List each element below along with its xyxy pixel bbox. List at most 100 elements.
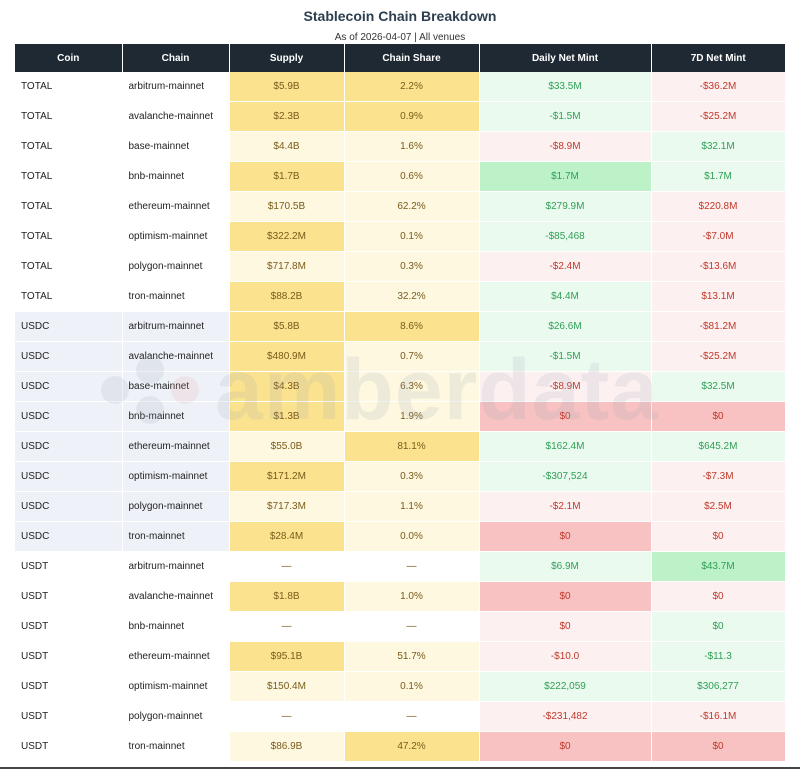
daily-net-mint-cell: $0 bbox=[479, 581, 652, 612]
chain-cell: optimism-mainnet bbox=[122, 221, 230, 252]
chain-cell: base-mainnet bbox=[122, 371, 230, 402]
column-header-7d-net-mint: 7D Net Mint bbox=[651, 44, 785, 72]
daily-net-mint-cell: $222,059 bbox=[479, 671, 652, 702]
chain-cell: tron-mainnet bbox=[122, 281, 230, 312]
table-row: USDT tron-mainnet $86.9B 47.2% $0 $0 bbox=[15, 731, 786, 762]
seven-day-net-mint-cell: $0 bbox=[651, 731, 786, 762]
chain-share-cell: 1.0% bbox=[344, 581, 480, 612]
daily-net-mint-cell: -$307,524 bbox=[479, 461, 652, 492]
coin-cell: USDC bbox=[15, 461, 123, 492]
table-row: TOTAL base-mainnet $4.4B 1.6% -$8.9M $32.1M bbox=[15, 131, 786, 162]
chain-cell: tron-mainnet bbox=[122, 521, 230, 552]
daily-net-mint-cell: $33.5M bbox=[479, 72, 652, 102]
coin-cell: TOTAL bbox=[15, 251, 123, 282]
seven-day-net-mint-cell: $32.1M bbox=[651, 131, 786, 162]
table-row: USDC base-mainnet $4.3B 6.3% -$8.9M $32.5M bbox=[15, 371, 786, 402]
seven-day-net-mint-cell: -$16.1M bbox=[651, 701, 786, 732]
chain-cell: bnb-mainnet bbox=[122, 401, 230, 432]
seven-day-net-mint-cell: $2.5M bbox=[651, 491, 786, 522]
supply-cell: $4.3B bbox=[229, 371, 345, 402]
coin-cell: TOTAL bbox=[15, 191, 123, 222]
table-row: USDC optimism-mainnet $171.2M 0.3% -$307,524… bbox=[15, 461, 786, 492]
table-row: USDC bnb-mainnet $1.3B 1.9% $0 $0 bbox=[15, 401, 786, 432]
table-row: TOTAL avalanche-mainnet $2.3B 0.9% -$1.5M -$2… bbox=[15, 101, 786, 132]
supply-cell: $480.9M bbox=[229, 341, 345, 372]
supply-cell: $170.5B bbox=[229, 191, 345, 222]
table-header: Coin Chain Supply Chain Share Daily Net … bbox=[15, 44, 785, 72]
coin-cell: USDT bbox=[15, 581, 123, 612]
supply-cell: $171.2M bbox=[229, 461, 345, 492]
coin-cell: USDC bbox=[15, 401, 123, 432]
table-row: USDT avalanche-mainnet $1.8B 1.0% $0 $0 bbox=[15, 581, 786, 612]
table-row: USDT bnb-mainnet — — $0 $0 bbox=[15, 611, 786, 642]
table-row: TOTAL ethereum-mainnet $170.5B 62.2% $279.9M… bbox=[15, 191, 786, 222]
daily-net-mint-cell: $0 bbox=[479, 521, 652, 552]
coin-cell: USDT bbox=[15, 701, 123, 732]
supply-cell: — bbox=[229, 701, 345, 732]
chain-cell: avalanche-mainnet bbox=[122, 101, 230, 132]
chain-cell: arbitrum-mainnet bbox=[122, 551, 230, 582]
chain-share-cell: 2.2% bbox=[344, 72, 480, 102]
coin-cell: USDC bbox=[15, 311, 123, 342]
coin-cell: USDC bbox=[15, 341, 123, 372]
chain-cell: bnb-mainnet bbox=[122, 611, 230, 642]
chain-cell: base-mainnet bbox=[122, 131, 230, 162]
supply-cell: $95.1B bbox=[229, 641, 345, 672]
chain-cell: avalanche-mainnet bbox=[122, 581, 230, 612]
table-row: USDT arbitrum-mainnet — — $6.9M $43.7M bbox=[15, 551, 786, 582]
supply-cell: $88.2B bbox=[229, 281, 345, 312]
chain-cell: ethereum-mainnet bbox=[122, 191, 230, 222]
table-row: USDC polygon-mainnet $717.3M 1.1% -$2.1M $2.5… bbox=[15, 491, 786, 522]
chain-cell: polygon-mainnet bbox=[122, 251, 230, 282]
chain-cell: arbitrum-mainnet bbox=[122, 311, 230, 342]
table-row: TOTAL polygon-mainnet $717.8M 0.3% -$2.4M -$1… bbox=[15, 251, 786, 282]
supply-cell: $150.4M bbox=[229, 671, 345, 702]
chain-share-cell: 81.1% bbox=[344, 431, 480, 462]
daily-net-mint-cell: $279.9M bbox=[479, 191, 652, 222]
chain-cell: ethereum-mainnet bbox=[122, 641, 230, 672]
table-row: USDT ethereum-mainnet $95.1B 51.7% -$10.0 -$1… bbox=[15, 641, 786, 672]
supply-cell: $717.3M bbox=[229, 491, 345, 522]
bottom-divider bbox=[0, 767, 800, 769]
daily-net-mint-cell: $0 bbox=[479, 611, 652, 642]
seven-day-net-mint-cell: -$81.2M bbox=[651, 311, 786, 342]
chain-cell: polygon-mainnet bbox=[122, 701, 230, 732]
column-header-chain: Chain bbox=[122, 44, 230, 72]
seven-day-net-mint-cell: $0 bbox=[651, 401, 786, 432]
seven-day-net-mint-cell: -$36.2M bbox=[651, 72, 786, 102]
chain-cell: optimism-mainnet bbox=[122, 671, 230, 702]
chain-share-cell: — bbox=[344, 701, 480, 732]
chain-share-cell: 0.1% bbox=[344, 221, 480, 252]
table-row: USDC tron-mainnet $28.4M 0.0% $0 $0 bbox=[15, 521, 786, 552]
coin-cell: USDC bbox=[15, 521, 123, 552]
chain-share-cell: — bbox=[344, 611, 480, 642]
seven-day-net-mint-cell: $13.1M bbox=[651, 281, 786, 312]
table-row: TOTAL bnb-mainnet $1.7B 0.6% $1.7M $1.7M bbox=[15, 161, 786, 192]
chain-share-cell: 6.3% bbox=[344, 371, 480, 402]
table-body: TOTAL arbitrum-mainnet $5.9B 2.2% $33.5M -$36… bbox=[15, 72, 786, 762]
seven-day-net-mint-cell: -$13.6M bbox=[651, 251, 786, 282]
table-row: TOTAL arbitrum-mainnet $5.9B 2.2% $33.5M -$36… bbox=[15, 72, 786, 102]
daily-net-mint-cell: -$8.9M bbox=[479, 371, 652, 402]
chain-share-cell: 0.3% bbox=[344, 251, 480, 282]
supply-cell: $1.3B bbox=[229, 401, 345, 432]
daily-net-mint-cell: -$231,482 bbox=[479, 701, 652, 732]
chain-share-cell: — bbox=[344, 551, 480, 582]
coin-cell: TOTAL bbox=[15, 221, 123, 252]
chain-cell: ethereum-mainnet bbox=[122, 431, 230, 462]
chain-cell: optimism-mainnet bbox=[122, 461, 230, 492]
coin-cell: TOTAL bbox=[15, 131, 123, 162]
daily-net-mint-cell: $0 bbox=[479, 401, 652, 432]
chain-share-cell: 0.0% bbox=[344, 521, 480, 552]
page-title: Stablecoin Chain Breakdown bbox=[303, 8, 497, 24]
daily-net-mint-cell: $4.4M bbox=[479, 281, 652, 312]
chain-share-cell: 0.6% bbox=[344, 161, 480, 192]
daily-net-mint-cell: $1.7M bbox=[479, 161, 652, 192]
coin-cell: USDC bbox=[15, 491, 123, 522]
chain-share-cell: 1.6% bbox=[344, 131, 480, 162]
chain-share-cell: 47.2% bbox=[344, 731, 480, 762]
supply-cell: $322.2M bbox=[229, 221, 345, 252]
seven-day-net-mint-cell: $0 bbox=[651, 521, 786, 552]
supply-cell: $1.8B bbox=[229, 581, 345, 612]
daily-net-mint-cell: $162.4M bbox=[479, 431, 652, 462]
